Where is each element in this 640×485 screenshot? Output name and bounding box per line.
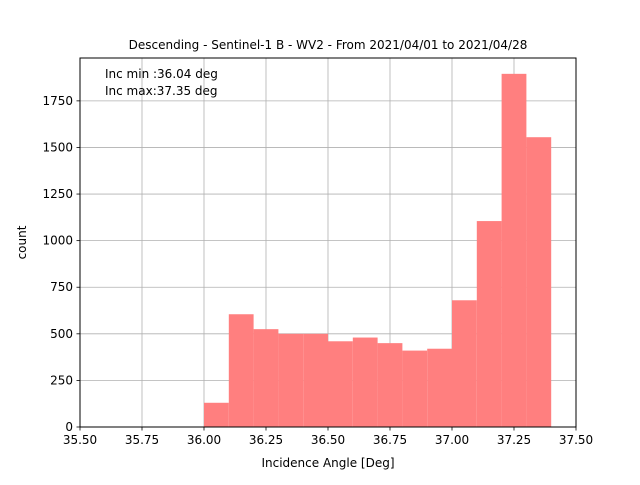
annotation-inc-min: Inc min :36.04 deg	[105, 67, 218, 81]
x-tick-label: 36.75	[373, 433, 407, 447]
annotation-inc-max: Inc max:37.35 deg	[105, 84, 218, 98]
x-tick-label: 36.00	[187, 433, 221, 447]
x-tick-label: 37.25	[497, 433, 531, 447]
y-tick-label: 500	[50, 327, 73, 341]
histogram-bar	[501, 73, 527, 427]
x-tick-label: 35.75	[125, 433, 159, 447]
x-axis-ticks: 35.50 35.75 36.00 36.25 36.50 36.75 37.00 37.25…	[63, 427, 593, 447]
histogram-bar	[352, 337, 378, 427]
x-tick-label: 37.50	[559, 433, 593, 447]
y-tick-label: 750	[50, 280, 73, 294]
y-axis-ticks: 0 250 500 750 1000 1250 1500 1750	[42, 94, 80, 434]
x-tick-label: 36.50	[311, 433, 345, 447]
y-tick-label: 250	[50, 373, 73, 387]
y-tick-label: 1750	[42, 94, 73, 108]
histogram-bar	[253, 329, 279, 427]
x-tick-label: 35.50	[63, 433, 97, 447]
histogram-bar	[303, 333, 328, 427]
histogram-bar	[377, 343, 403, 427]
histogram-bar	[476, 221, 502, 427]
histogram-bar	[452, 300, 477, 427]
y-tick-label: 1500	[42, 140, 73, 154]
histogram-bar	[526, 137, 552, 428]
histogram-bar	[328, 341, 353, 427]
y-tick-label: 0	[65, 420, 73, 434]
x-tick-label: 37.00	[435, 433, 469, 447]
y-tick-label: 1250	[42, 187, 73, 201]
histogram-bar	[278, 333, 304, 427]
x-axis-label: Incidence Angle [Deg]	[261, 456, 394, 470]
x-tick-label: 36.25	[249, 433, 283, 447]
histogram-bars	[204, 73, 552, 428]
histogram-bar	[427, 348, 452, 427]
histogram-bar	[402, 350, 428, 427]
chart-title: Descending - Sentinel-1 B - WV2 - From 2…	[129, 38, 528, 52]
y-tick-label: 1000	[42, 234, 73, 248]
histogram-bar	[204, 402, 229, 427]
histogram-bar	[228, 314, 254, 427]
y-axis-label: count	[15, 225, 29, 259]
